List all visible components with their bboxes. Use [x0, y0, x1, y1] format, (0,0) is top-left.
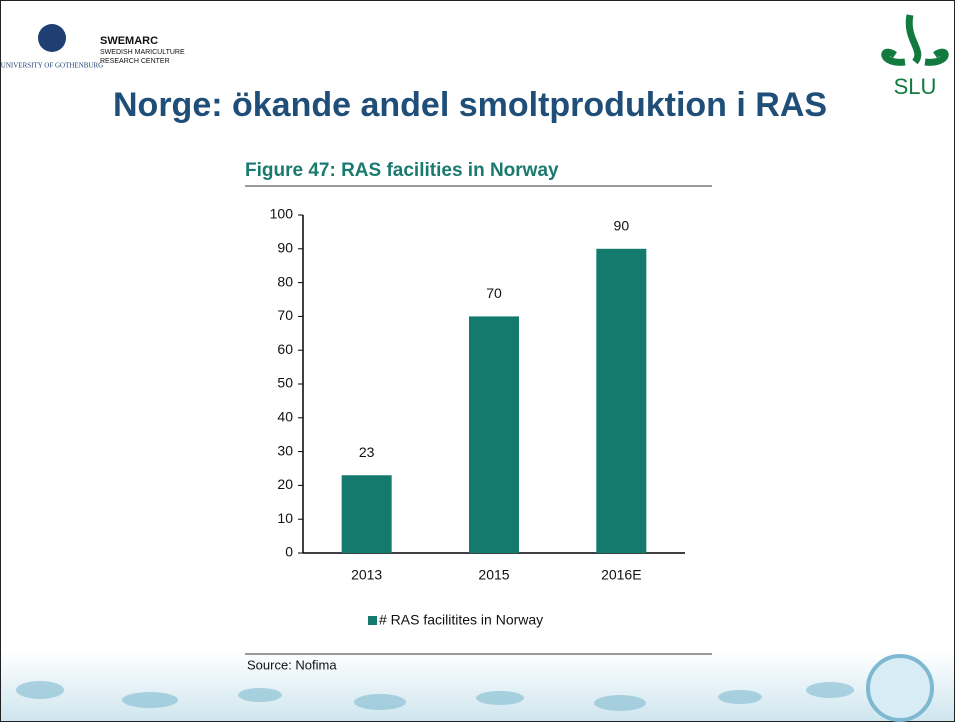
center-line: SWEDISH MARICULTURE	[100, 49, 185, 56]
y-tick-label: 50	[277, 375, 293, 391]
value-label: 23	[359, 444, 375, 460]
y-tick-label: 10	[277, 510, 293, 526]
decor-band	[1, 650, 954, 721]
y-tick-label: 70	[277, 307, 293, 323]
value-label: 90	[614, 218, 630, 234]
source: Source: Nofima	[247, 657, 337, 672]
decor-plate	[866, 654, 934, 722]
y-tick-label: 80	[277, 273, 293, 289]
y-tick-label: 90	[277, 240, 293, 256]
x-tick-label: 2016E	[601, 567, 641, 583]
y-tick-label: 60	[277, 341, 293, 357]
center-line: RESEARCH CENTER	[100, 58, 170, 65]
bar	[341, 475, 392, 553]
center-name: SWEMARC	[100, 35, 158, 47]
y-tick-label: 30	[277, 442, 293, 458]
slu-logo	[881, 14, 949, 66]
university-name: UNIVERSITY OF GOTHENBURG	[1, 62, 103, 70]
chart-title: Figure 47: RAS facilities in Norway	[245, 160, 559, 181]
x-tick-label: 2013	[351, 567, 382, 583]
university-logo	[38, 24, 66, 52]
x-tick-label: 2015	[478, 567, 509, 583]
bar	[596, 248, 647, 554]
y-tick-label: 100	[270, 206, 294, 222]
slu-text: SLU	[894, 74, 937, 99]
value-label: 70	[486, 285, 502, 301]
y-tick-label: 40	[277, 409, 293, 425]
legend-swatch	[368, 616, 377, 625]
bar	[469, 316, 519, 553]
y-tick-label: 20	[277, 476, 293, 492]
decor-fish	[16, 681, 854, 711]
y-tick-label: 0	[285, 544, 293, 560]
slide-title: Norge: ökande andel smoltproduktion i RA…	[113, 86, 827, 124]
legend-label: # RAS facilitites in Norway	[379, 612, 543, 628]
